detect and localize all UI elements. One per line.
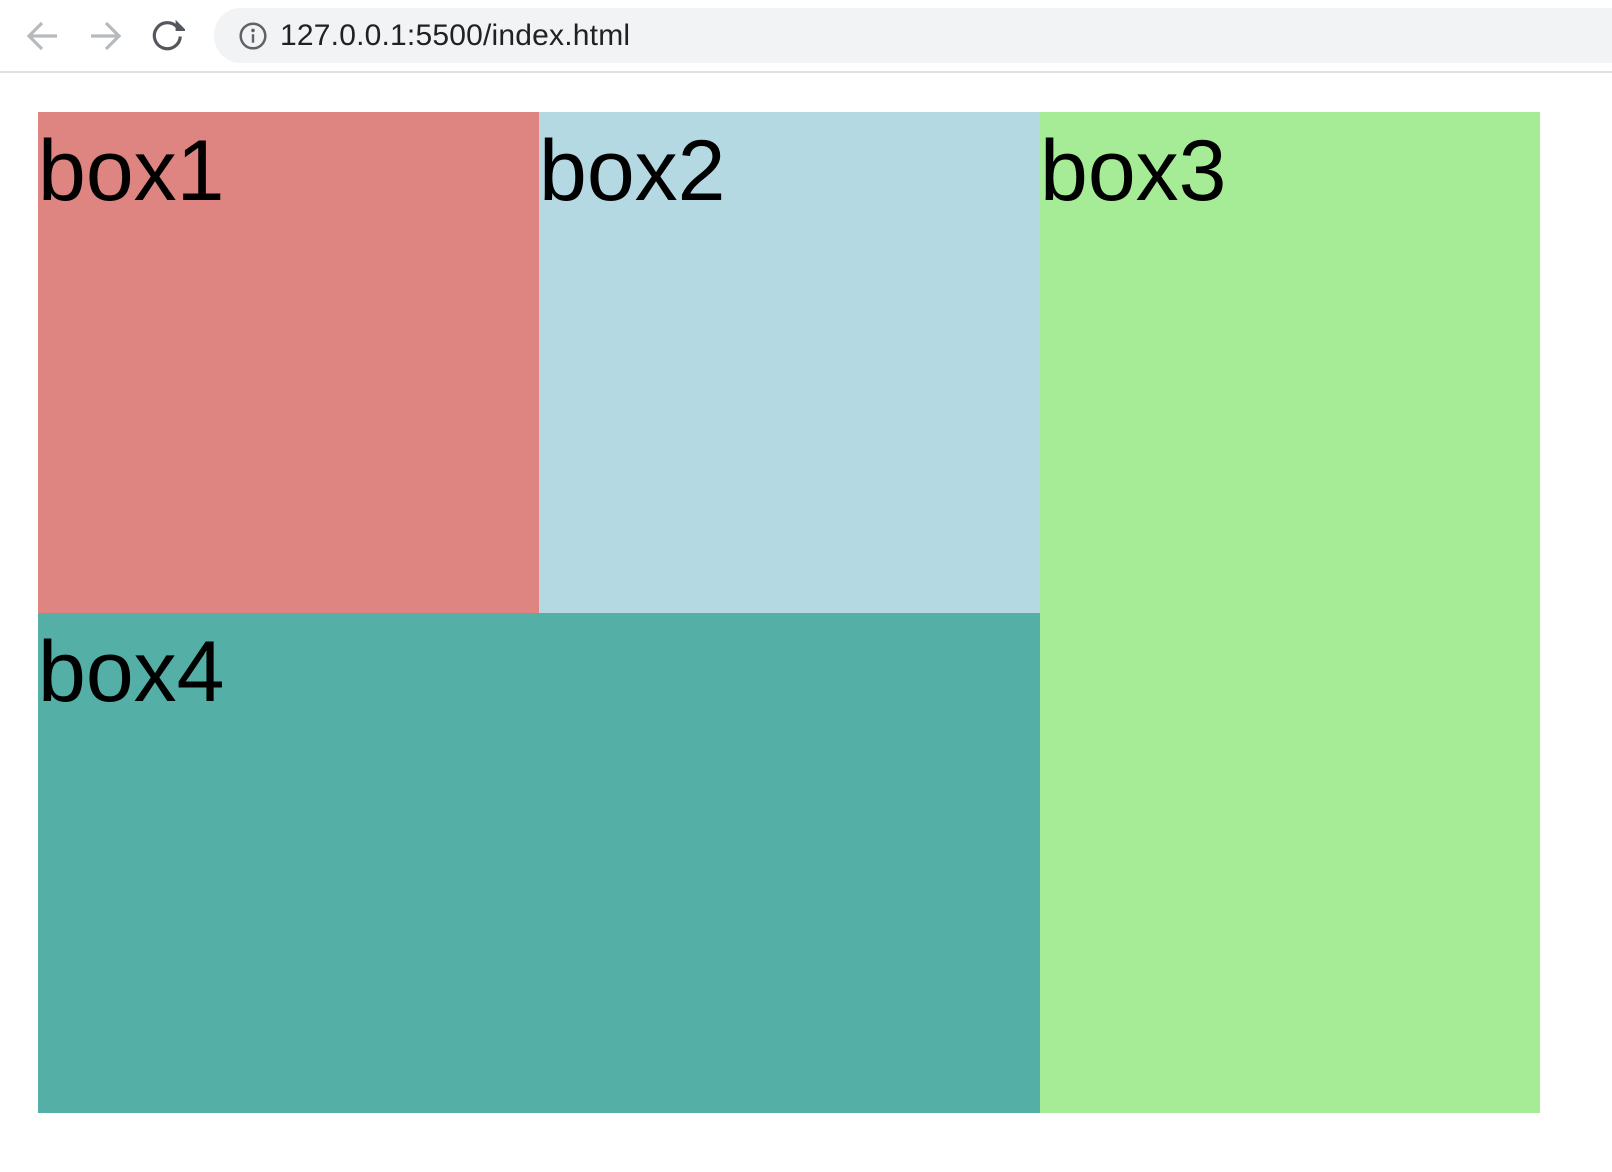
reload-icon xyxy=(149,18,185,54)
box2-label: box2 xyxy=(539,123,726,219)
box1-label: box1 xyxy=(38,123,225,219)
back-arrow-icon xyxy=(25,18,61,54)
browser-toolbar: 127.0.0.1:5500/index.html xyxy=(0,0,1612,73)
box-grid: box1 box2 box3 box4 xyxy=(38,112,1540,1113)
url-text: 127.0.0.1:5500/index.html xyxy=(280,18,631,52)
box2: box2 xyxy=(539,112,1040,613)
site-info-icon xyxy=(238,21,268,51)
forward-arrow-icon xyxy=(87,18,123,54)
box4: box4 xyxy=(38,613,1040,1113)
box4-label: box4 xyxy=(38,624,225,720)
box3-label: box3 xyxy=(1040,123,1227,219)
box1: box1 xyxy=(38,112,539,613)
address-bar[interactable]: 127.0.0.1:5500/index.html xyxy=(214,8,1612,63)
forward-button[interactable] xyxy=(87,18,123,54)
site-info-button[interactable] xyxy=(238,21,268,51)
back-button[interactable] xyxy=(25,18,61,54)
reload-button[interactable] xyxy=(149,18,185,54)
box3: box3 xyxy=(1040,112,1540,1113)
